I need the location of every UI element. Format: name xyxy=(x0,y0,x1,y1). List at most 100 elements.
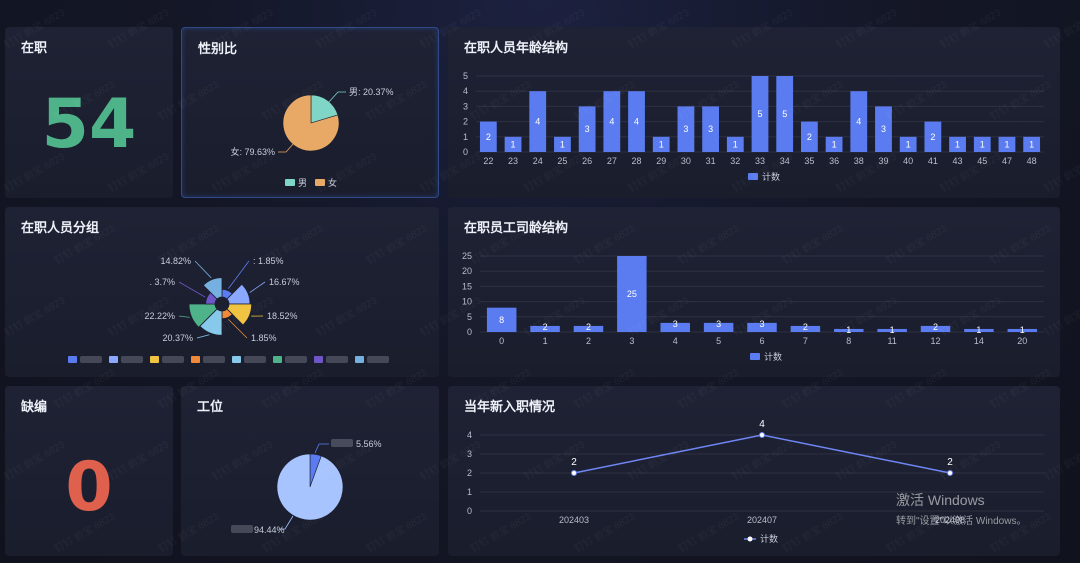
x-tick-label: 3 xyxy=(629,336,634,346)
rose-slice xyxy=(188,303,218,328)
legend-label-blurred xyxy=(121,356,143,363)
x-tick-label: 7 xyxy=(803,336,808,346)
y-tick-label: 4 xyxy=(467,430,472,440)
bar xyxy=(920,325,951,332)
x-tick-label: 29 xyxy=(656,156,666,166)
bar xyxy=(850,91,868,152)
bar xyxy=(924,121,942,152)
y-tick-label: 20 xyxy=(462,266,472,276)
y-tick-label: 3 xyxy=(463,101,468,111)
bar xyxy=(702,106,720,152)
x-tick-label: 202408 xyxy=(935,515,965,525)
bar-value-label: 2 xyxy=(933,322,938,332)
bar-value-label: 1 xyxy=(511,139,516,149)
x-tick-label: 24 xyxy=(533,156,543,166)
legend-label: 计数 xyxy=(764,351,782,362)
tenure-bar-chart: 0510152025802122253343536271811121211412… xyxy=(462,251,1044,362)
bar xyxy=(790,325,821,332)
bar-value-label: 8 xyxy=(499,315,504,325)
data-point xyxy=(571,470,577,476)
x-tick-label: 12 xyxy=(931,336,941,346)
bar-value-label: 1 xyxy=(560,139,565,149)
y-tick-label: 1 xyxy=(467,487,472,497)
y-tick-label: 3 xyxy=(467,449,472,459)
slice-label: 14.82% xyxy=(160,256,191,266)
label-line xyxy=(196,334,210,339)
label-line xyxy=(228,260,250,289)
legend-swatch xyxy=(68,356,77,363)
slice-label: 16.67% xyxy=(269,277,300,287)
x-tick-label: 0 xyxy=(499,336,504,346)
y-tick-label: 1 xyxy=(463,132,468,142)
slice-label: : 1.85% xyxy=(253,256,284,266)
bar-value-label: 3 xyxy=(683,124,688,134)
legend-label-blurred xyxy=(203,356,225,363)
x-tick-label: 25 xyxy=(557,156,567,166)
bar-value-label: 1 xyxy=(659,139,664,149)
slice-label: 男: 20.37% xyxy=(349,87,394,97)
bar xyxy=(628,91,645,152)
data-label: 2 xyxy=(947,457,953,468)
bar xyxy=(677,106,695,152)
label-line xyxy=(249,281,266,293)
bar-value-label: 1 xyxy=(976,325,981,335)
data-label: 2 xyxy=(571,457,577,468)
bar xyxy=(486,307,517,332)
y-tick-label: 2 xyxy=(467,468,472,478)
slice-name-blurred xyxy=(231,525,253,533)
bar-value-label: 4 xyxy=(634,117,639,127)
slice-label: 18.52% xyxy=(267,311,298,321)
legend-swatch xyxy=(748,173,758,180)
y-tick-label: 10 xyxy=(462,297,472,307)
tenure-card: 在职员工司龄结构 0 5 10 15 20 25 8 0 2 1 2 2 25 3 3 4 3 5 3 6 2 7 1 8 1 1… xyxy=(448,207,1060,377)
y-tick-label: 0 xyxy=(463,147,468,157)
bar xyxy=(899,136,917,152)
x-tick-label: 45 xyxy=(977,156,987,166)
bar xyxy=(800,121,818,152)
bar-value-label: 1 xyxy=(980,139,985,149)
x-tick-label: 27 xyxy=(607,156,617,166)
activation-line2: 转到"设置"以激活 Windows。 xyxy=(896,516,1027,527)
legend-swatch xyxy=(315,179,325,186)
legend-swatch xyxy=(273,356,282,363)
legend-marker xyxy=(747,536,753,542)
newhires-title: 当年新入职情况 xyxy=(464,399,556,414)
label-line xyxy=(178,315,190,318)
bar xyxy=(479,121,497,152)
x-tick-label: 11 xyxy=(887,336,896,346)
gender-title: 性别比 xyxy=(198,41,238,56)
x-tick-label: 31 xyxy=(706,156,716,166)
bar xyxy=(998,136,1016,152)
data-label: 4 xyxy=(759,419,765,430)
x-tick-label: 35 xyxy=(804,156,814,166)
legend-label: 男 xyxy=(298,178,307,188)
bar-value-label: 1 xyxy=(846,325,851,335)
x-tick-label: 202403 xyxy=(559,515,589,525)
x-tick-label: 32 xyxy=(730,156,740,166)
x-tick-label: 34 xyxy=(780,156,790,166)
age-title: 在职人员年龄结构 xyxy=(464,40,569,55)
x-tick-label: 36 xyxy=(829,156,839,166)
slice-label: 5.56% xyxy=(356,439,382,449)
x-tick-label: 22 xyxy=(483,156,493,166)
x-tick-label: 14 xyxy=(974,336,984,346)
bar xyxy=(660,322,690,332)
newhires-line-chart: 0 1 2 3 4 2 202403 4 202407 2 202408 计数 xyxy=(467,419,1044,544)
slice-label: 22.22% xyxy=(144,311,175,321)
bar-value-label: 1 xyxy=(832,139,837,149)
x-tick-label: 40 xyxy=(903,156,913,166)
pie-slice xyxy=(310,94,339,124)
bar xyxy=(703,322,734,332)
x-tick-label: 2 xyxy=(586,336,591,346)
legend-swatch xyxy=(355,356,364,363)
bar-value-label: 2 xyxy=(807,132,812,142)
data-point xyxy=(947,470,953,476)
bar xyxy=(834,328,864,332)
bar xyxy=(875,106,892,152)
workstation-pie-chart: 5.56% 94.44% xyxy=(231,439,382,535)
age-card: 在职人员年龄结构 0 1 2 3 4 5 2 22 1 23 4 24 1 25 3 26 4 27 4 28 1 29 3… xyxy=(448,27,1060,198)
bar-value-label: 2 xyxy=(803,322,808,332)
data-point xyxy=(759,432,765,438)
x-tick-label: 47 xyxy=(1002,156,1012,166)
x-tick-label: 1 xyxy=(543,336,548,346)
